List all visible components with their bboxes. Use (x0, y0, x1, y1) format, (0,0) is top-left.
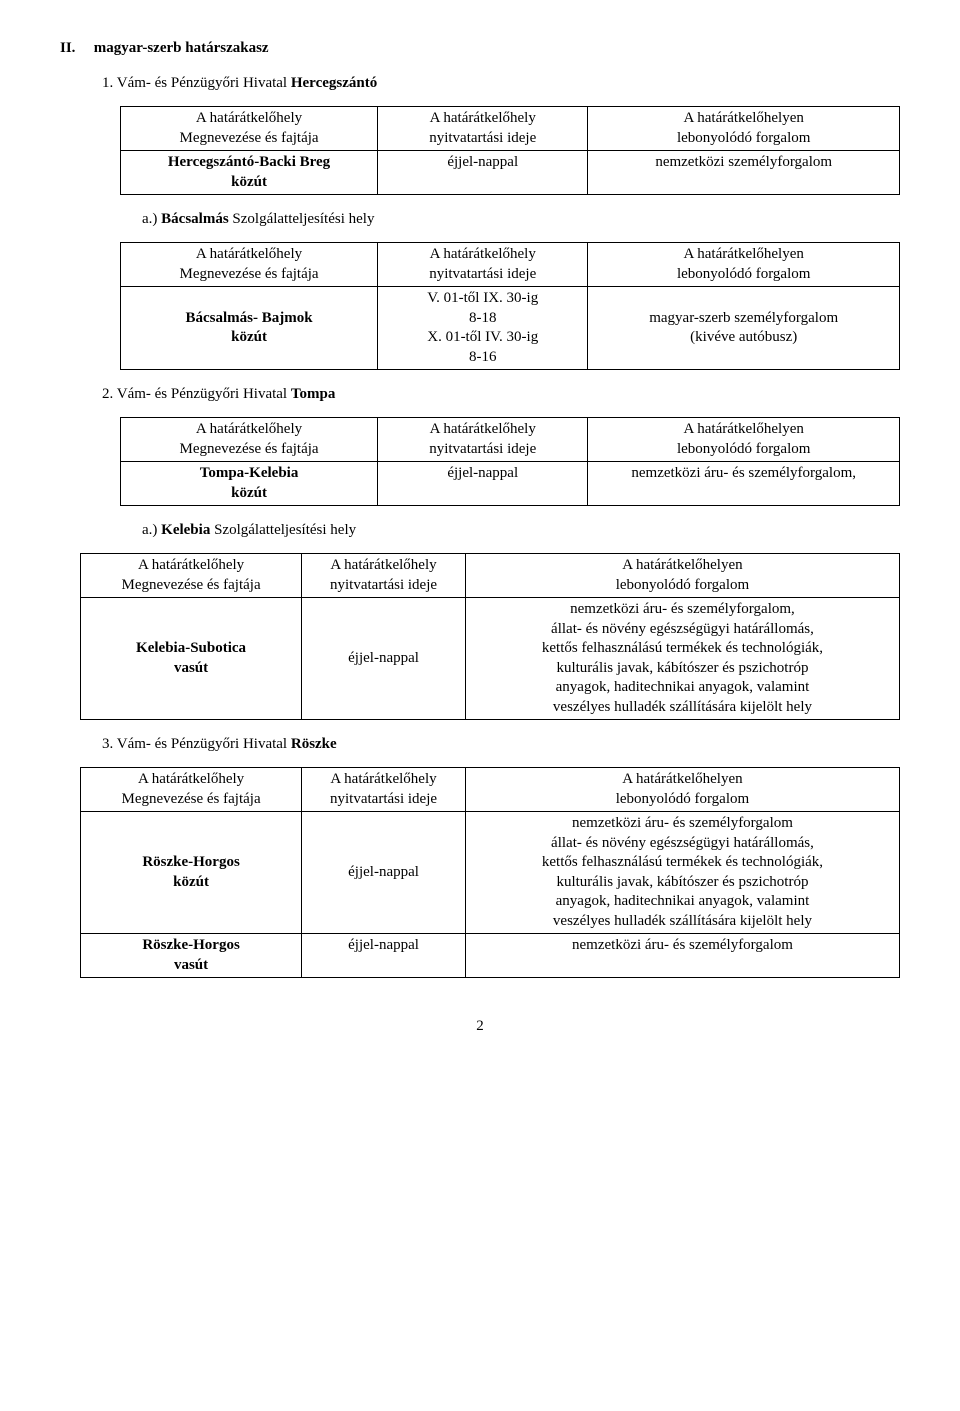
item-3-heading: 3. Vám- és Pénzügyőri Hivatal Röszke (102, 736, 900, 753)
cell-name: Tompa-Kelebia közút (121, 462, 378, 506)
item-2a-heading: a.) Kelebia Szolgálatteljesítési hely (142, 522, 900, 539)
table-item-3: A határátkelőhely Megnevezése és fajtája… (80, 767, 900, 978)
table-item-1a: A határátkelőhely Megnevezése és fajtája… (120, 242, 900, 370)
cell-hours: éjjel-nappal (302, 598, 466, 720)
header-col2: A határátkelőhely nyitvatartási ideje (378, 243, 588, 287)
header-col1: A határátkelőhely Megnevezése és fajtája (81, 554, 302, 598)
cell-traffic: magyar-szerb személyforgalom (kivéve aut… (588, 287, 900, 370)
cell-name: Hercegszántó-Backi Breg közút (121, 151, 378, 195)
cell-traffic: nemzetközi áru- és személyforgalom állat… (465, 812, 899, 934)
cell-traffic: nemzetközi áru- és személyforgalom (465, 934, 899, 978)
item-3-bold: Röszke (291, 736, 337, 752)
cell-name: Bácsalmás- Bajmok közút (121, 287, 378, 370)
item-3-pre: Vám- és Pénzügyőri Hivatal (117, 736, 291, 752)
header-col3: A határátkelőhelyen lebonyolódó forgalom (465, 768, 899, 812)
table-row: A határátkelőhely Megnevezése és fajtája… (81, 554, 900, 598)
header-col3: A határátkelőhelyen lebonyolódó forgalom (465, 554, 899, 598)
cell-traffic: nemzetközi személyforgalom (588, 151, 900, 195)
header-col3: A határátkelőhelyen lebonyolódó forgalom (588, 107, 900, 151)
header-col1: A határátkelőhely Megnevezése és fajtája (121, 243, 378, 287)
item-2-heading: 2. Vám- és Pénzügyőri Hivatal Tompa (102, 386, 900, 403)
table-row: Röszke-Horgos vasút éjjel-nappal nemzetk… (81, 934, 900, 978)
header-col2: A határátkelőhely nyitvatartási ideje (302, 768, 466, 812)
cell-hours: V. 01-től IX. 30-ig 8-18 X. 01-től IV. 3… (378, 287, 588, 370)
header-col2: A határátkelőhely nyitvatartási ideje (378, 107, 588, 151)
table-row: Tompa-Kelebia közút éjjel-nappal nemzetk… (121, 462, 900, 506)
table-row: A határátkelőhely Megnevezése és fajtája… (81, 768, 900, 812)
table-item-2a: A határátkelőhely Megnevezése és fajtája… (80, 553, 900, 720)
item-1-num: 1. (102, 75, 113, 91)
header-col2: A határátkelőhely nyitvatartási ideje (378, 418, 588, 462)
item-2-pre: Vám- és Pénzügyőri Hivatal (117, 386, 291, 402)
table-row: Hercegszántó-Backi Breg közút éjjel-napp… (121, 151, 900, 195)
cell-hours: éjjel-nappal (302, 934, 466, 978)
cell-hours: éjjel-nappal (378, 151, 588, 195)
table-item-1: A határátkelőhely Megnevezése és fajtája… (120, 106, 900, 195)
cell-name: Röszke-Horgos vasút (81, 934, 302, 978)
header-col1: A határátkelőhely Megnevezése és fajtája (121, 107, 378, 151)
item-2a-bold: Kelebia (161, 522, 210, 538)
item-1a-heading: a.) Bácsalmás Szolgálatteljesítési hely (142, 211, 900, 228)
header-col3: A határátkelőhelyen lebonyolódó forgalom (588, 243, 900, 287)
cell-traffic: nemzetközi áru- és személyforgalom, álla… (465, 598, 899, 720)
cell-traffic: nemzetközi áru- és személyforgalom, (588, 462, 900, 506)
header-col1: A határátkelőhely Megnevezése és fajtája (81, 768, 302, 812)
item-2a-label: a.) (142, 522, 161, 538)
table-row: A határátkelőhely Megnevezése és fajtája… (121, 418, 900, 462)
cell-name: Röszke-Horgos közút (81, 812, 302, 934)
item-1a-rest: Szolgálatteljesítési hely (229, 211, 375, 227)
header-col2: A határátkelőhely nyitvatartási ideje (302, 554, 466, 598)
item-1a-bold: Bácsalmás (161, 211, 229, 227)
item-1a-label: a.) (142, 211, 161, 227)
table-row: Röszke-Horgos közút éjjel-nappal nemzetk… (81, 812, 900, 934)
item-1-heading: 1. Vám- és Pénzügyőri Hivatal Hercegszán… (102, 75, 900, 92)
table-row: A határátkelőhely Megnevezése és fajtája… (121, 243, 900, 287)
item-3-num: 3. (102, 736, 113, 752)
header-col3: A határátkelőhelyen lebonyolódó forgalom (588, 418, 900, 462)
section-roman: II. (60, 40, 90, 57)
page-number: 2 (60, 1018, 900, 1035)
table-row: Bácsalmás- Bajmok közút V. 01-től IX. 30… (121, 287, 900, 370)
item-2-num: 2. (102, 386, 113, 402)
item-1-bold: Hercegszántó (291, 75, 377, 91)
table-item-2: A határátkelőhely Megnevezése és fajtája… (120, 417, 900, 506)
section-heading: II. magyar-szerb határszakasz (60, 40, 900, 57)
cell-hours: éjjel-nappal (302, 812, 466, 934)
section-title-text: magyar-szerb határszakasz (94, 40, 269, 56)
table-row: Kelebia-Subotica vasút éjjel-nappal nemz… (81, 598, 900, 720)
cell-hours: éjjel-nappal (378, 462, 588, 506)
item-2-bold: Tompa (291, 386, 335, 402)
item-1-pre: Vám- és Pénzügyőri Hivatal (117, 75, 291, 91)
header-col1: A határátkelőhely Megnevezése és fajtája (121, 418, 378, 462)
cell-name: Kelebia-Subotica vasút (81, 598, 302, 720)
item-2a-rest: Szolgálatteljesítési hely (210, 522, 356, 538)
table-row: A határátkelőhely Megnevezése és fajtája… (121, 107, 900, 151)
